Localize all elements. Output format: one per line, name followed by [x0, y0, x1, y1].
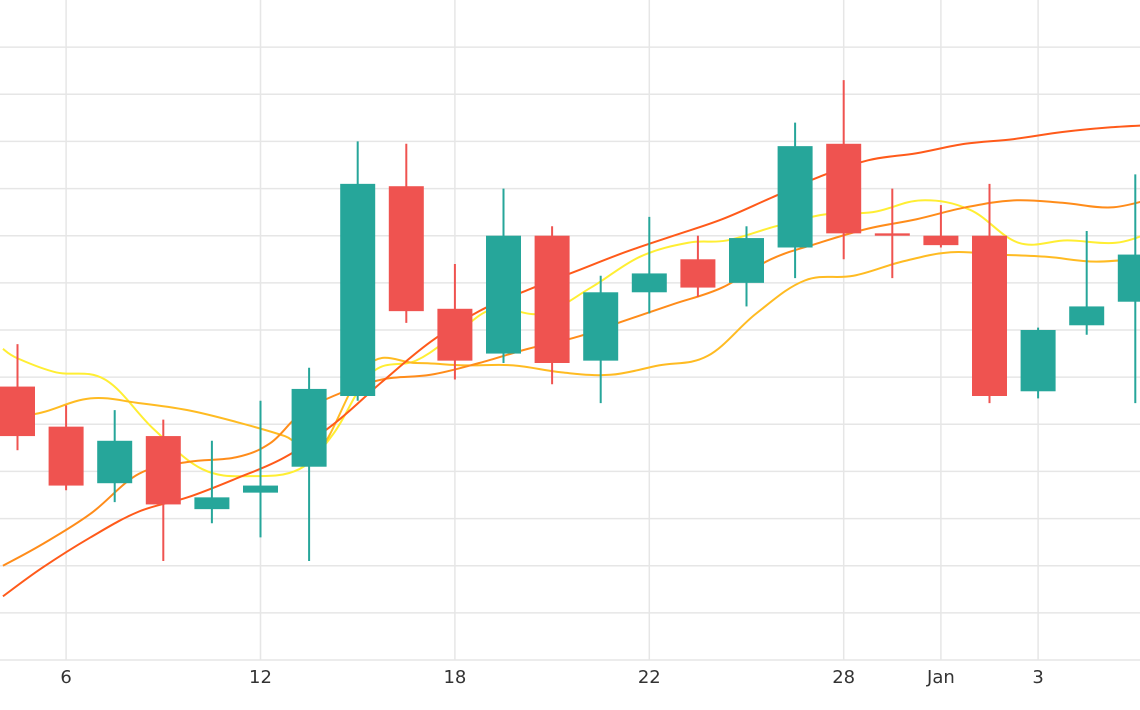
x-tick-label: Jan [926, 667, 955, 688]
candle-body [826, 143, 862, 234]
x-axis-tick-labels: 6 12 18 22 28 Jan 3 [60, 667, 1043, 688]
moving-average-line-4 [2, 124, 1140, 598]
candle-body [437, 308, 473, 361]
candle-down [145, 419, 181, 561]
candle-down [826, 80, 862, 260]
x-tick-label: 22 [638, 667, 661, 688]
candle-body [145, 436, 181, 505]
candle-body [1117, 254, 1140, 302]
candle-body [583, 292, 619, 361]
candle-body [680, 259, 716, 288]
candle-body [631, 273, 667, 293]
candle-down [388, 143, 424, 323]
candle-body [486, 235, 521, 354]
x-tick-label: 12 [249, 667, 272, 688]
candle-body [923, 235, 959, 246]
candle-body [97, 440, 133, 484]
candle-body [0, 386, 35, 437]
candle-up [1020, 327, 1056, 399]
moving-average-line-2 [2, 250, 1140, 456]
candle-down [972, 183, 1007, 404]
candle-down [874, 188, 910, 279]
candle-layer [0, 80, 1140, 561]
candle-down [0, 344, 35, 451]
candle-down [923, 205, 959, 248]
candle-body [972, 235, 1007, 396]
candle-body [1069, 306, 1105, 326]
candle-up [1117, 174, 1140, 404]
candle-up [583, 275, 619, 404]
candle-body [874, 233, 910, 236]
candle-up [243, 400, 278, 538]
candle-down [437, 264, 473, 380]
candle-down [534, 226, 570, 385]
candle-body [340, 183, 376, 396]
moving-average-layer [2, 124, 1140, 598]
candle-up [729, 226, 764, 307]
x-tick-label: 18 [443, 667, 466, 688]
candle-down [680, 235, 716, 297]
x-tick-label: 6 [60, 667, 71, 688]
candle-body [194, 497, 230, 510]
candle-body [777, 146, 813, 248]
candle-body [48, 426, 84, 486]
candle-up [194, 440, 230, 524]
candle-body [534, 235, 570, 363]
candle-down [48, 405, 84, 491]
candle-body [291, 388, 327, 467]
candle-body [1020, 330, 1056, 392]
candle-up [486, 188, 521, 363]
candle-up [340, 141, 376, 401]
candle-body [388, 186, 424, 312]
candle-up [777, 122, 813, 279]
x-tick-label: 28 [832, 667, 855, 688]
candle-body [243, 485, 278, 493]
candle-up [97, 410, 133, 503]
candle-up [1069, 231, 1105, 335]
candle-up [291, 367, 327, 561]
x-tick-label: 3 [1032, 667, 1043, 688]
candle-up [631, 216, 667, 314]
grid-layer [0, 0, 1140, 661]
candle-body [729, 238, 764, 283]
